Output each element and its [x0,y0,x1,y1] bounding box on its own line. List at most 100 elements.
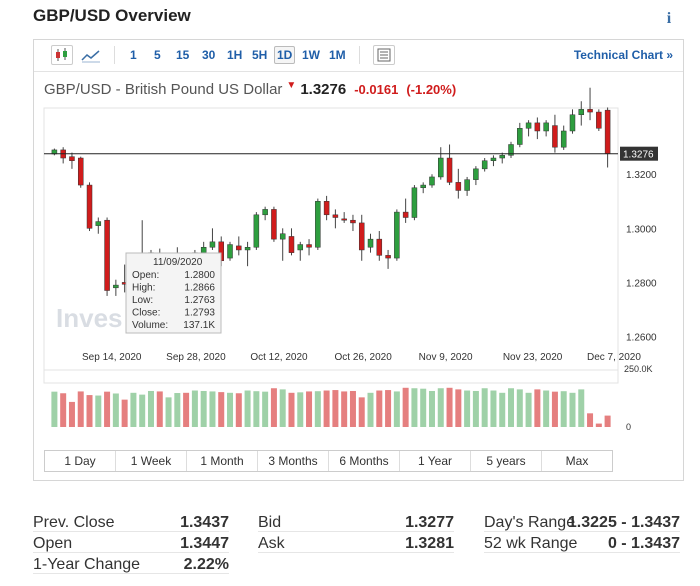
volume-bar [543,390,550,427]
candle-body [525,122,532,129]
stat-1-year-change: 1-Year Change 2.22% [33,553,229,574]
candle-body [271,209,277,240]
interval-15[interactable]: 15 [176,48,190,62]
candle-body [596,111,602,129]
candle-body [77,157,84,186]
volume-bar [516,389,523,427]
candle-body [490,157,497,161]
down-arrow-icon: ▼ [286,80,297,91]
candle-body [306,244,312,248]
volume-bar [139,394,146,427]
x-axis-tick: Sep 28, 2020 [166,352,226,363]
interval-1[interactable]: 1 [130,48,137,62]
range-max[interactable]: Max [565,454,589,468]
volume-bar [481,388,488,427]
tooltip-label: Close: [132,308,160,319]
line-chart-icon[interactable] [80,45,102,65]
volume-bar [604,415,611,427]
candle-body [394,211,400,259]
interval-1d[interactable]: 1D [274,46,296,64]
volume-bar [411,388,418,427]
volume-bar [121,399,128,427]
range-1-week[interactable]: 1 Week [116,451,187,471]
volume-bar [262,391,269,427]
candle-body [429,176,435,186]
range-1-day[interactable]: 1 Day [45,451,116,471]
volume-bar [464,390,471,427]
volume-bar [490,390,497,427]
candle-body [323,201,330,216]
interval-5[interactable]: 5 [154,48,161,62]
tooltip-value: 1.2763 [184,295,215,306]
last-price: 1.3276 [300,81,347,98]
y-axis-tick: 1.2600 [626,332,657,343]
range-6-months[interactable]: 6 Months [329,451,400,471]
volume-bar [68,401,75,427]
volume-bar [104,391,111,427]
candle-body [279,233,286,240]
range-5-years[interactable]: 5 years [471,451,542,471]
candle-body [200,247,207,253]
candle-body [315,201,321,248]
interval-1w[interactable]: 1W [302,48,320,62]
x-axis-tick: Dec 7, 2020 [587,352,641,363]
data-table-icon[interactable] [373,45,395,65]
candle-body [473,168,479,180]
price-change: -0.0161 [354,82,399,97]
candle-body [209,241,216,248]
stat-ask: Ask 1.3281 [258,532,454,553]
volume-bar [314,391,321,427]
interval-5h[interactable]: 5H [252,48,268,62]
interval-1h[interactable]: 1H [227,48,243,62]
candle-body [385,255,391,259]
tooltip-label: High: [132,283,155,294]
y-axis-tick: 1.3200 [626,170,657,181]
tooltip-value: 1.2793 [184,308,215,319]
stat-days-range: Day's Range 1.3225 - 1.3437 [484,511,680,532]
instrument-name: GBP/USD - British Pound US Dollar [44,81,283,98]
volume-bar [472,390,479,427]
x-axis-tick: Oct 12, 2020 [250,352,308,363]
volume-bar [595,423,602,427]
volume-bar [86,395,93,427]
tooltip-label: Volume: [132,320,168,331]
candle-body [543,122,549,132]
tooltip-value: 1.2866 [184,283,215,294]
range-3-months[interactable]: 3 Months [258,451,329,471]
candle-body [569,114,576,132]
last-price-label: 1.3276 [623,150,654,161]
candle-body [253,214,260,248]
volume-bar [560,391,567,427]
volume-bar [165,397,172,427]
volume-bar [147,390,154,427]
candle-body [341,218,347,221]
price-chart[interactable]: Inves 1.3276 1.3200 1.3000 1.2800 1.2600 Sep 1… [34,40,684,450]
candlestick-chart-icon[interactable] [51,45,73,65]
technical-chart-link[interactable]: Technical Chart » [573,48,673,62]
candle-body [236,245,242,251]
candle-body [604,109,611,154]
candle-body [455,182,462,191]
range-1-month[interactable]: 1 Month [187,451,258,471]
info-icon[interactable]: i [666,10,672,27]
tooltip-value: 1.2800 [184,270,215,281]
range-1-year[interactable]: 1 Year [400,451,471,471]
watermark-logo: Inves [56,303,123,333]
chart-toolbar: 1 5 15 30 1H 5H 1D 1W 1M Technical Chart… [34,40,683,72]
x-axis-tick: Nov 9, 2020 [419,352,473,363]
candle-body [358,222,365,251]
stat-prev-close: Prev. Close 1.3437 [33,511,229,532]
interval-30[interactable]: 30 [202,48,216,62]
volume-bar [235,393,242,427]
volume-bar [130,392,137,427]
candle-body [227,244,233,259]
volume-bar [376,390,383,427]
candle-body [367,238,374,248]
volume-bar [551,391,558,427]
volume-bar [587,413,594,427]
interval-1m[interactable]: 1M [329,48,346,62]
volume-bar [218,392,225,427]
volume-bar [112,393,119,427]
tooltip-label: Open: [132,270,159,281]
candle-body [297,244,304,251]
